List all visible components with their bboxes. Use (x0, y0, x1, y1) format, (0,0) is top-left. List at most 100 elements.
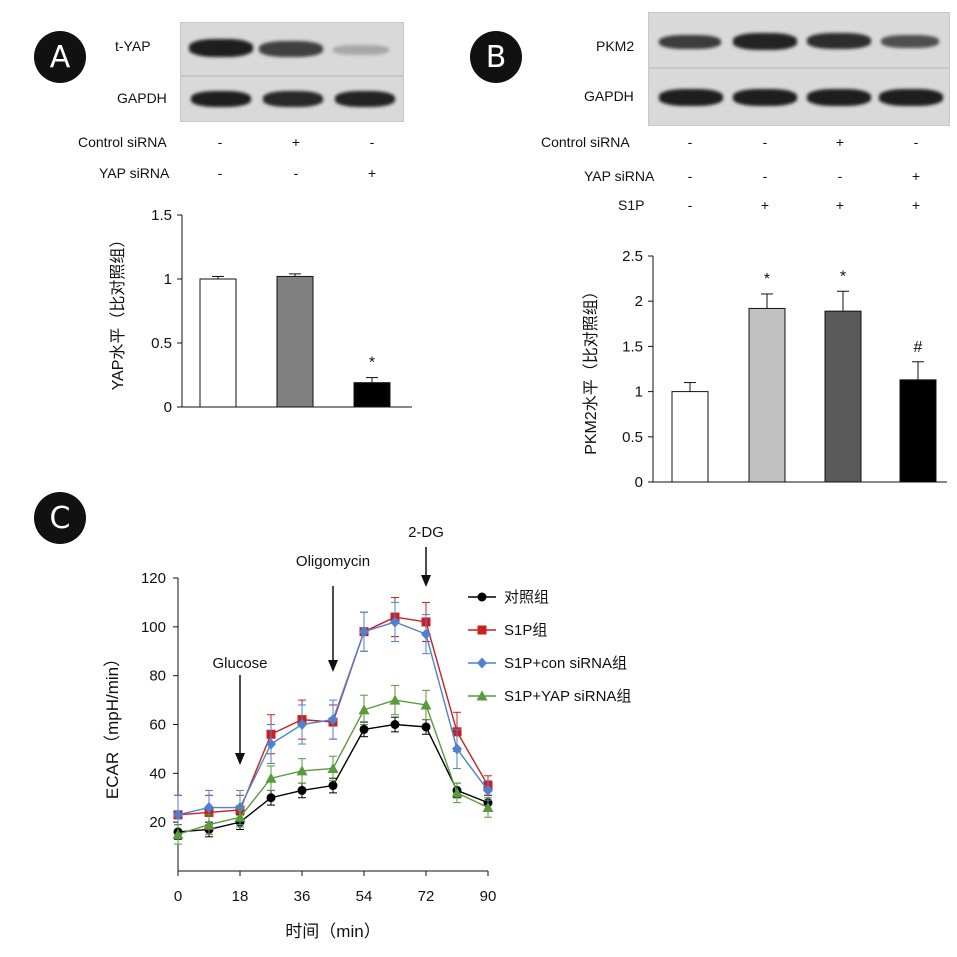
bar (353, 382, 391, 408)
panel-a-badge: A (34, 31, 86, 83)
treatment-label: 2-DG (408, 524, 444, 541)
marker-triangle (420, 699, 432, 710)
marker-triangle (482, 802, 494, 813)
y-tick-label: 2.5 (622, 248, 643, 265)
marker-square (477, 625, 487, 635)
cond-sign: - (217, 165, 223, 181)
legend-label: S1P组 (504, 622, 547, 639)
y-tick-label: 40 (149, 765, 166, 782)
blot-band (733, 33, 797, 50)
cond-sign: + (911, 197, 921, 213)
marker-triangle (172, 828, 184, 839)
y-tick-label: 0.5 (151, 335, 172, 352)
blot-band (333, 45, 389, 55)
legend-label: S1P+con siRNA组 (504, 655, 627, 672)
blot-b-strip-pkm2 (648, 12, 950, 68)
marker-diamond (297, 719, 307, 730)
marker-triangle (203, 819, 215, 830)
marker-diamond (452, 743, 462, 755)
blot-band (807, 89, 871, 106)
cond-sign: - (762, 168, 768, 184)
cond-sign: - (687, 197, 693, 213)
y-tick-label: 1 (635, 384, 643, 401)
cond-sign: - (369, 134, 375, 150)
significance-label: # (914, 339, 923, 356)
cond-sign: - (762, 134, 768, 150)
y-tick-label: 0 (164, 399, 172, 416)
panel-c-badge: C (34, 492, 86, 544)
marker-triangle (265, 772, 277, 783)
marker-triangle (327, 762, 339, 773)
cond-sign: + (760, 197, 770, 213)
blot-band (879, 89, 943, 106)
treatment-label: Oligomycin (296, 553, 370, 570)
significance-label: * (369, 355, 375, 372)
marker-circle (421, 722, 431, 732)
y-tick-label: 80 (149, 668, 166, 685)
y-axis-label: ECAR（mpH/min） (103, 650, 122, 799)
arrow-head (328, 660, 338, 672)
blot-band (259, 41, 323, 57)
x-tick-label: 90 (480, 888, 497, 905)
cond-sign: - (687, 168, 693, 184)
blot-a-strip-tyap (180, 22, 404, 76)
blot-band (733, 89, 797, 106)
blot-b-strip-gapdh (648, 68, 950, 126)
cond-sign: + (367, 165, 377, 181)
bar (824, 310, 862, 483)
blot-a-label-tyap: t-YAP (115, 38, 151, 54)
marker-diamond (390, 616, 400, 628)
marker-diamond (328, 714, 338, 726)
cond-sign: + (835, 134, 845, 150)
marker-triangle (234, 811, 246, 822)
cond-sign: + (911, 168, 921, 184)
y-tick-label: 60 (149, 717, 166, 734)
y-tick-label: 2 (635, 293, 643, 310)
legend-label: S1P+YAP siRNA组 (504, 688, 631, 705)
blot-band (191, 91, 251, 107)
y-axis-label: YAP水平（比对照组） (109, 232, 127, 391)
legend-label: 对照组 (504, 589, 549, 606)
blot-band (659, 35, 721, 49)
marker-triangle (389, 694, 401, 705)
marker-circle (328, 781, 338, 791)
cond-sign: + (291, 134, 301, 150)
bar (748, 307, 786, 483)
marker-circle (477, 592, 487, 602)
blot-a-strip-gapdh (180, 76, 404, 122)
blot-band (659, 89, 723, 106)
y-tick-label: 0 (635, 474, 643, 491)
marker-circle (266, 793, 276, 803)
x-axis-label: 时间（min） (285, 922, 380, 941)
marker-triangle (296, 765, 308, 776)
marker-triangle (476, 690, 488, 701)
y-axis-label: PKM2水平（比对照组） (582, 283, 600, 455)
arrow-head (421, 575, 431, 587)
x-tick-label: 18 (232, 888, 249, 905)
bar (199, 278, 237, 408)
blot-b-label-gapdh: GAPDH (584, 88, 634, 104)
marker-diamond (266, 738, 276, 750)
y-tick-label: 0.5 (622, 429, 643, 446)
marker-diamond (359, 626, 369, 638)
bar (276, 275, 314, 408)
blot-b-label-pkm2: PKM2 (596, 38, 635, 54)
marker-diamond (421, 628, 431, 640)
cond-b-label-control: Control siRNA (541, 134, 630, 150)
x-tick-label: 54 (356, 888, 373, 905)
marker-triangle (358, 704, 370, 715)
x-tick-label: 0 (174, 888, 182, 905)
panel-b-badge: B (470, 31, 522, 83)
blot-a-label-gapdh: GAPDH (117, 90, 167, 106)
blot-band (189, 39, 253, 57)
x-tick-label: 36 (294, 888, 311, 905)
blot-band (335, 91, 395, 107)
x-tick-label: 72 (418, 888, 435, 905)
blot-band (263, 91, 323, 107)
marker-diamond (483, 784, 493, 796)
cond-a-label-control: Control siRNA (78, 134, 167, 150)
y-tick-label: 1.5 (151, 207, 172, 224)
